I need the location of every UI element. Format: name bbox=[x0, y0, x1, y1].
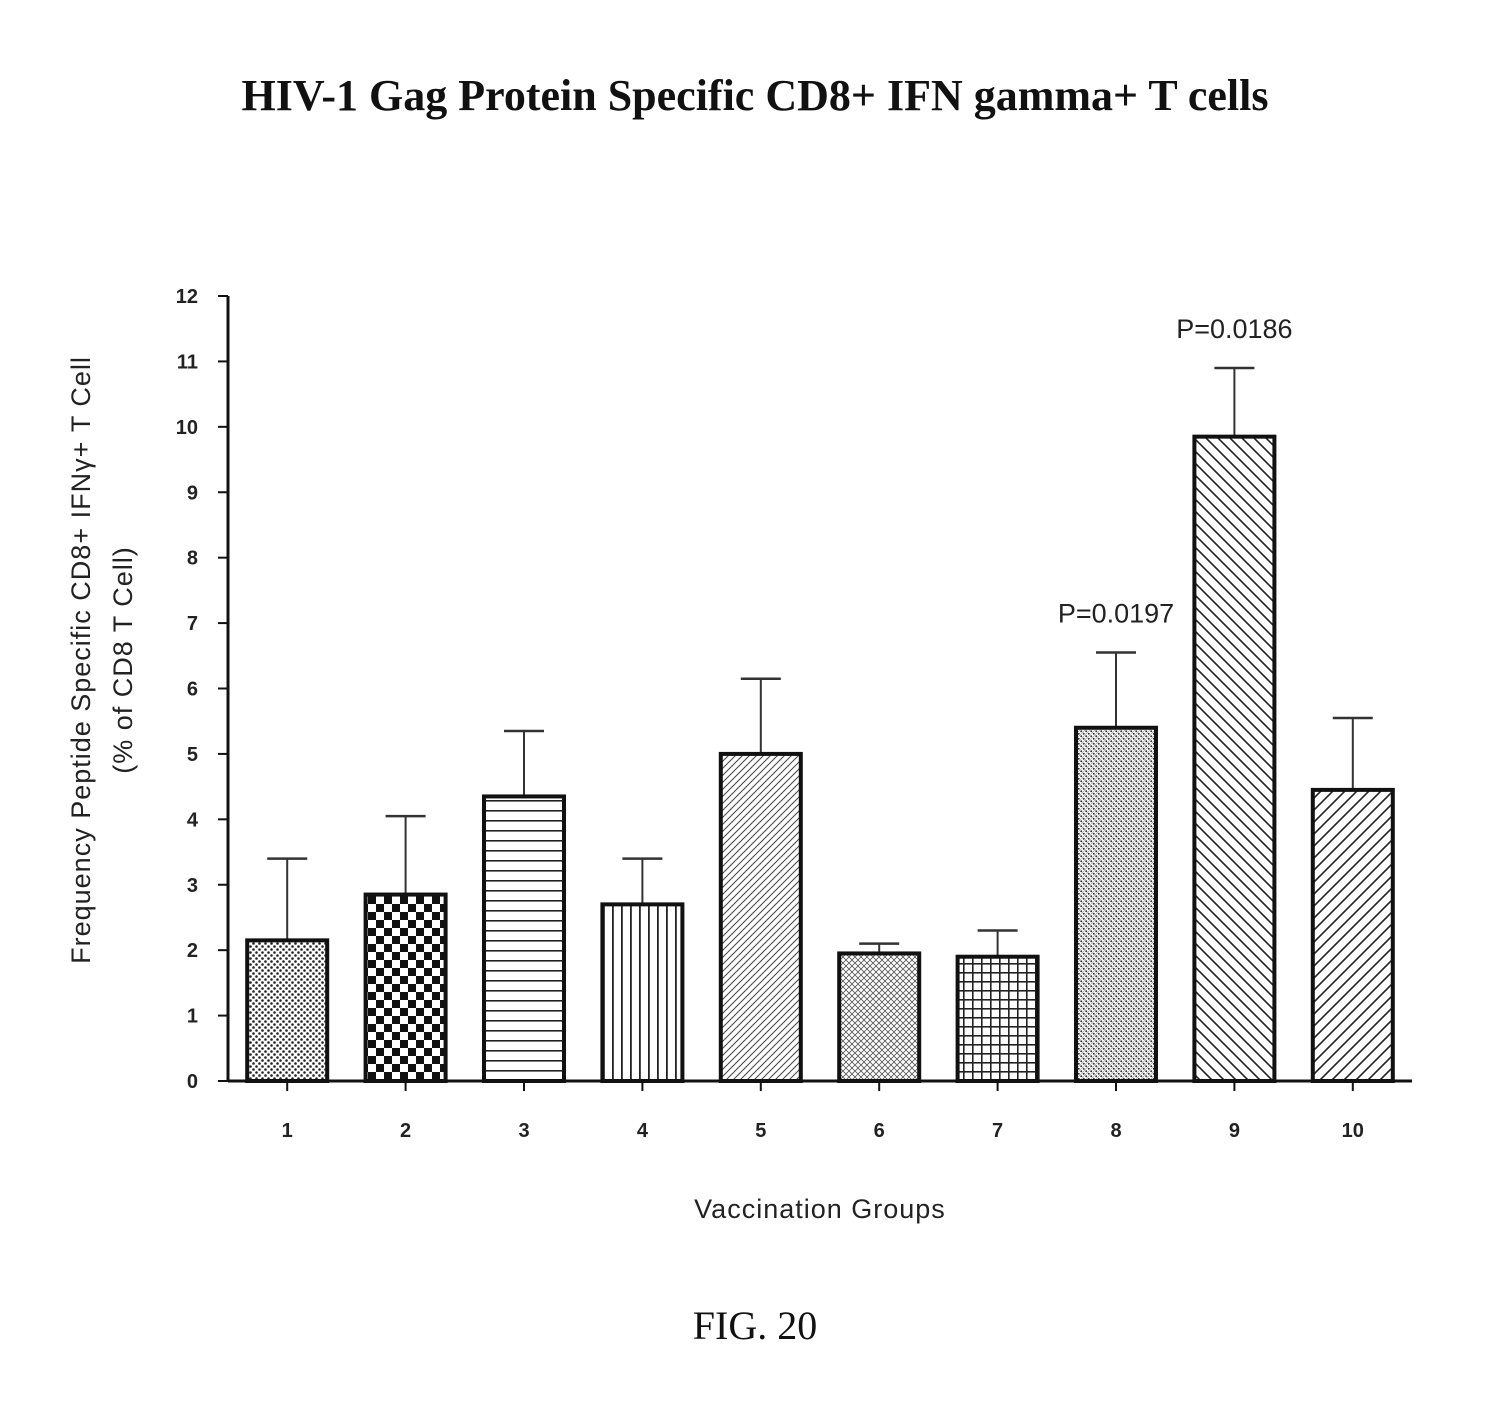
y-tick-label: 0 bbox=[187, 1071, 198, 1093]
y-axis-label-line2: (% of CD8 T Cell) bbox=[108, 546, 138, 774]
y-tick-label: 5 bbox=[187, 744, 198, 766]
p-value-annotation-8: P=0.0197 bbox=[1058, 599, 1174, 629]
bar-1 bbox=[245, 938, 330, 1084]
figure-caption: FIG. 20 bbox=[692, 1303, 818, 1348]
bar-8 bbox=[1074, 725, 1158, 1083]
x-tick-label: 7 bbox=[992, 1120, 1003, 1142]
y-tick-label: 12 bbox=[176, 286, 198, 308]
y-tick-label: 10 bbox=[176, 417, 198, 439]
y-tick-label: 9 bbox=[187, 482, 198, 504]
annotations: P=0.0197 P=0.0186 bbox=[1058, 314, 1293, 629]
x-tick-label: 2 bbox=[400, 1120, 411, 1142]
y-tick-label: 6 bbox=[187, 679, 198, 701]
p-value-annotation-9: P=0.0186 bbox=[1176, 314, 1292, 344]
bars bbox=[245, 366, 1395, 1084]
bar-2 bbox=[363, 892, 448, 1083]
x-tick-label: 8 bbox=[1110, 1120, 1121, 1142]
x-tick-label: 10 bbox=[1342, 1120, 1364, 1142]
bar-7 bbox=[955, 954, 1040, 1083]
y-tick-label: 2 bbox=[187, 940, 198, 962]
y-tick-label: 7 bbox=[187, 613, 198, 635]
y-tick-label: 4 bbox=[187, 809, 199, 831]
bar-10 bbox=[1310, 787, 1395, 1083]
x-tick-label: 1 bbox=[282, 1120, 293, 1142]
x-axis-label: Vaccination Groups bbox=[694, 1194, 946, 1224]
x-tick-label: 5 bbox=[755, 1120, 766, 1142]
y-tick-label: 8 bbox=[187, 548, 198, 570]
x-tick-label: 9 bbox=[1229, 1120, 1240, 1142]
x-tick-label: 6 bbox=[874, 1120, 885, 1142]
bar-5 bbox=[718, 751, 803, 1084]
bar-9 bbox=[1192, 434, 1277, 1084]
bar-3 bbox=[482, 794, 566, 1083]
x-ticks: 1 2 3 4 5 6 7 8 9 10 bbox=[282, 1081, 1364, 1142]
y-axis-label-line1: Frequency Peptide Specific CD8+ IFNγ+ T … bbox=[66, 356, 96, 964]
y-tick-label: 1 bbox=[187, 1006, 198, 1028]
x-tick-label: 4 bbox=[637, 1120, 649, 1142]
chart-title: HIV-1 Gag Protein Specific CD8+ IFN gamm… bbox=[241, 71, 1269, 120]
bar-4 bbox=[600, 902, 685, 1083]
y-tick-label: 11 bbox=[177, 351, 198, 373]
y-tick-label: 3 bbox=[187, 875, 198, 897]
bar-6 bbox=[837, 951, 922, 1083]
y-axis-label: Frequency Peptide Specific CD8+ IFNγ+ T … bbox=[66, 356, 138, 964]
x-tick-label: 3 bbox=[518, 1120, 529, 1142]
